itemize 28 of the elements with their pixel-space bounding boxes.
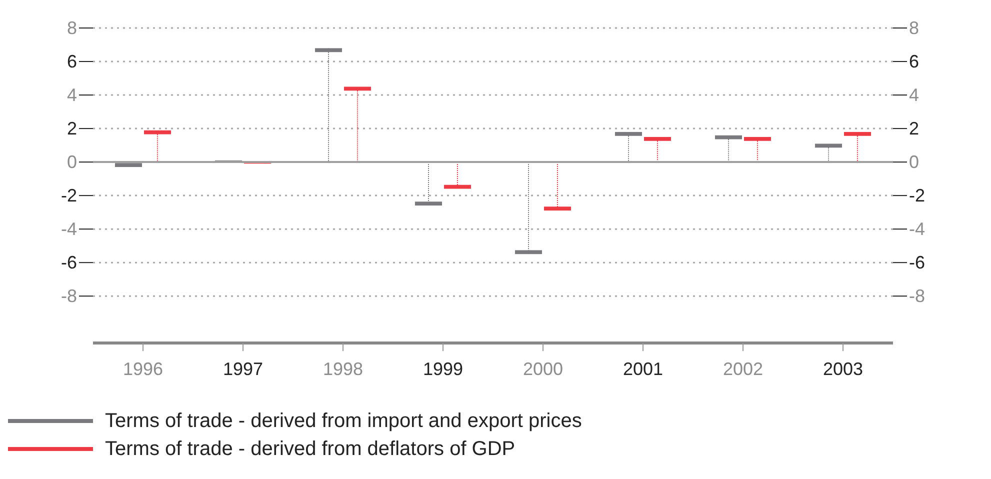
- x-tick-label: 1997: [222, 359, 264, 379]
- x-tick-label: 2003: [822, 359, 864, 379]
- y2-tick-label: -6: [909, 252, 926, 273]
- x-tick-label: 1998: [322, 359, 364, 379]
- y2-tick-label: 8: [909, 18, 920, 38]
- y2-tick-label: -4: [909, 219, 926, 240]
- x-tick-label: 1996: [122, 359, 164, 379]
- y2-tick-label: 2: [909, 118, 920, 139]
- x-tick-label: 2001: [622, 359, 664, 379]
- x-tick-label: 2002: [722, 359, 764, 379]
- x-tick-label: 1999: [422, 359, 464, 379]
- y-tick-label: 6: [66, 52, 77, 72]
- y-tick-label: 0: [66, 152, 77, 172]
- y2-tick-label: 0: [909, 152, 920, 172]
- y2-tick-label: 4: [909, 85, 920, 106]
- y-tick-label: 4: [66, 85, 77, 106]
- y-tick-label: -4: [60, 219, 77, 240]
- y-tick-label: 2: [66, 118, 77, 139]
- y-tick-label: -6: [60, 252, 77, 273]
- y-tick-label: -8: [60, 286, 77, 306]
- legend-label: Terms of trade - derived from deflators of GDP: [105, 438, 516, 460]
- y-tick-label: -2: [60, 186, 77, 206]
- x-tick-label: 2000: [522, 359, 564, 379]
- y2-tick-label: 6: [909, 52, 920, 72]
- y-tick-label: 8: [66, 18, 77, 38]
- legend-label: Terms of trade - derived from import and export prices: [105, 410, 582, 432]
- y2-tick-label: -8: [909, 286, 926, 306]
- y2-tick-label: -2: [909, 186, 926, 206]
